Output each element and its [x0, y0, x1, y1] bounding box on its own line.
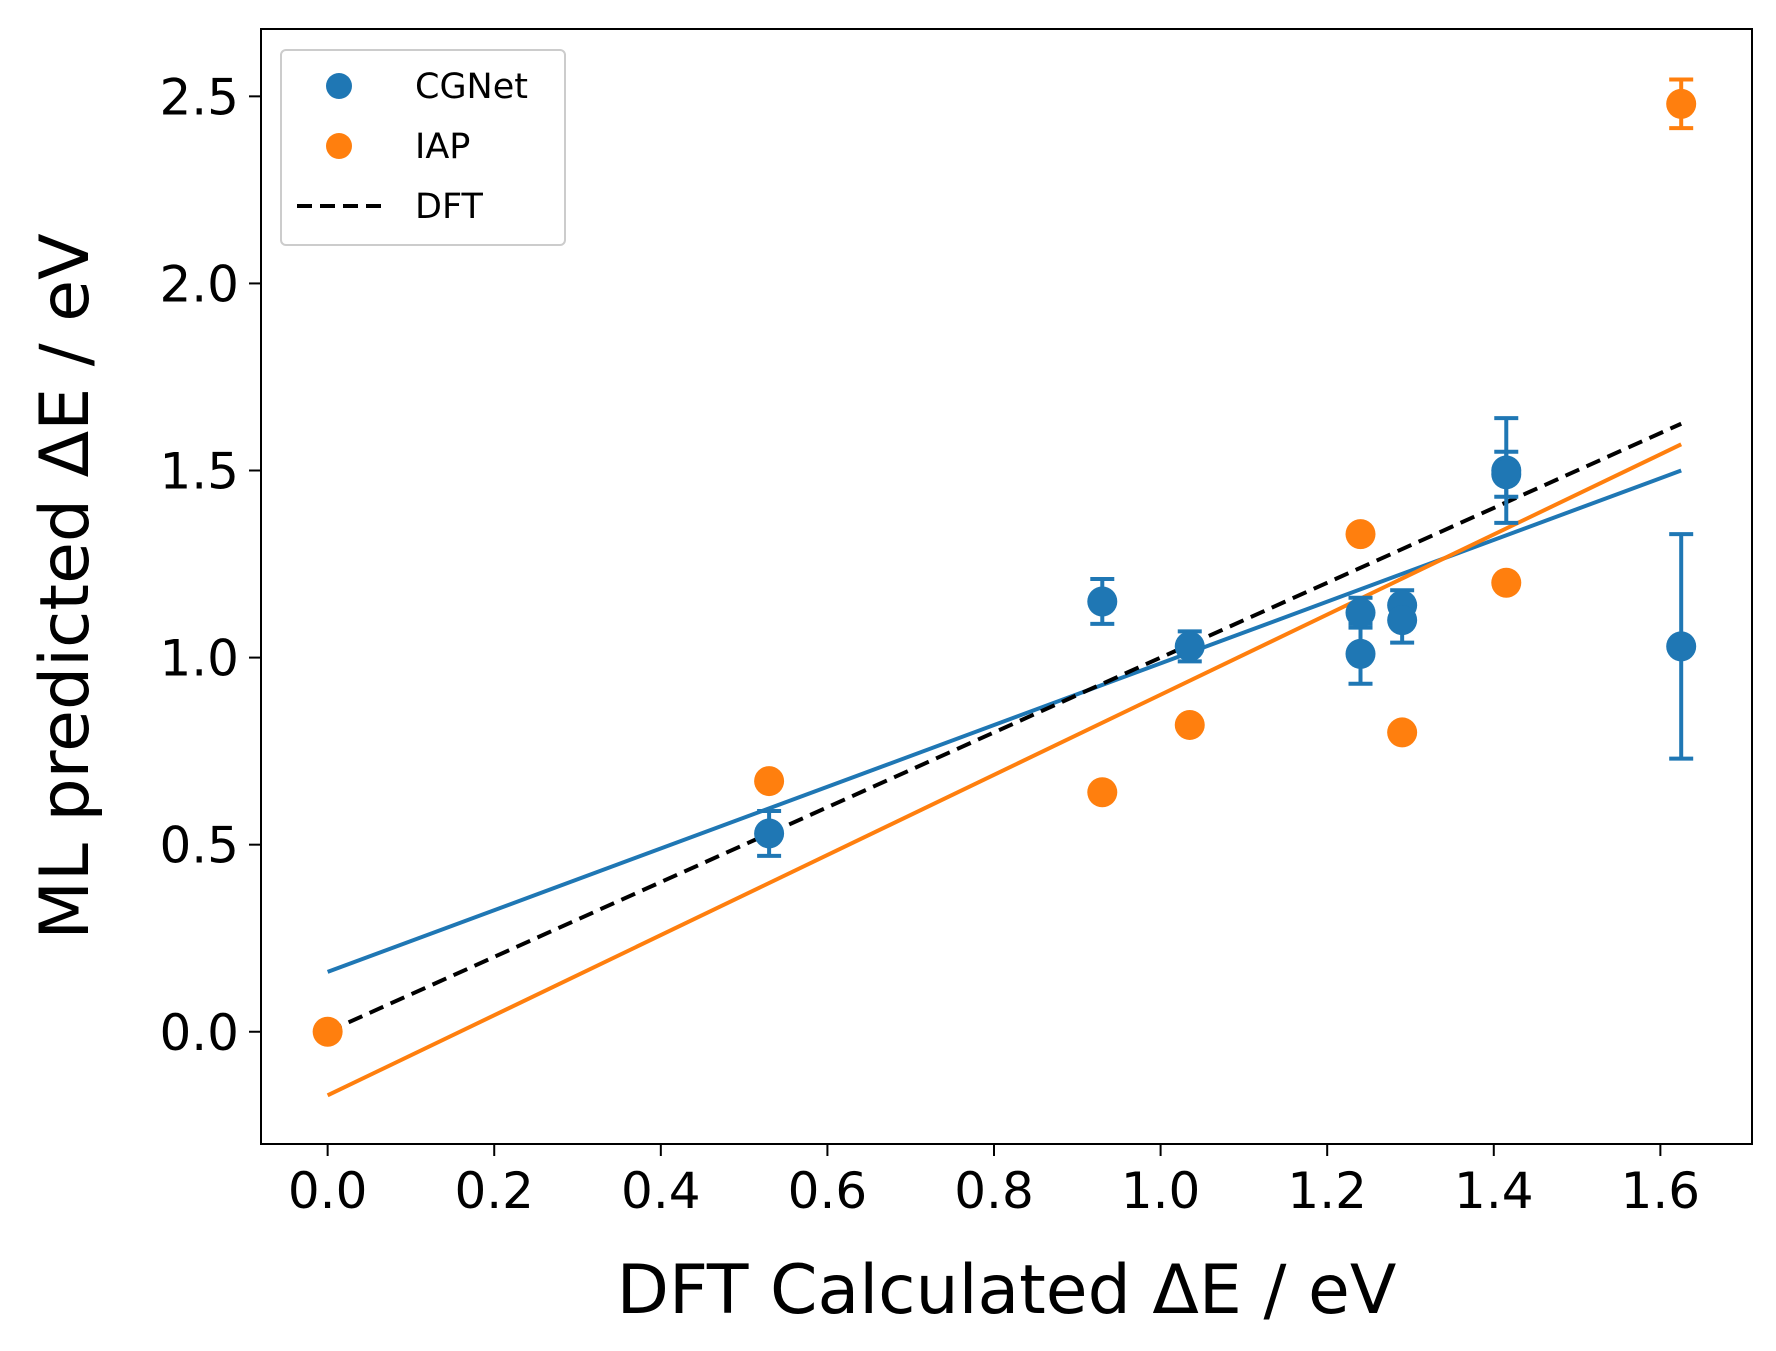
data-point-cgnet [1387, 605, 1418, 636]
x-axis-ticks: 0.0 0.2 0.4 0.6 0.8 1.0 1.2 1.4 1.6 [288, 1144, 1700, 1220]
y-tick-label: 1.0 [159, 630, 239, 688]
data-point-cgnet [1087, 586, 1118, 617]
data-point-cgnet [1345, 597, 1376, 628]
y-tick-label: 0.5 [159, 817, 239, 875]
legend-label-dft: DFT [415, 187, 483, 227]
legend-label-cgnet: CGNet [415, 67, 528, 107]
x-tick-label: 1.0 [1121, 1162, 1201, 1220]
x-tick-label: 0.0 [288, 1162, 368, 1220]
y-axis-label: ML predicted ΔE / eV [26, 233, 105, 939]
legend-box [280, 49, 566, 246]
x-tick-label: 1.6 [1621, 1162, 1701, 1220]
x-tick-label: 0.8 [954, 1162, 1034, 1220]
fit-line-dft [326, 421, 1683, 1034]
data-point-iap [312, 1016, 343, 1047]
plot-area-frame [260, 28, 1753, 1145]
fit-lines [326, 421, 1683, 1098]
legend-marker-iap [326, 133, 352, 159]
data-point-iap [1174, 709, 1205, 740]
x-tick-label: 0.4 [621, 1162, 701, 1220]
legend-label-iap: IAP [415, 127, 470, 167]
x-tick-label: 0.6 [788, 1162, 868, 1220]
data-point-cgnet [754, 818, 785, 849]
legend-marker-cgnet [326, 73, 352, 99]
legend: CGNet IAP DFT [280, 49, 566, 246]
y-tick-label: 0.0 [159, 1004, 239, 1062]
x-axis-label: DFT Calculated ΔE / eV [617, 1251, 1397, 1330]
data-points [312, 88, 1697, 1047]
data-point-cgnet [1491, 459, 1522, 490]
data-point-iap [1345, 519, 1376, 550]
x-tick-label: 0.2 [454, 1162, 534, 1220]
y-tick-label: 1.5 [159, 443, 239, 501]
data-point-cgnet [1666, 631, 1697, 662]
data-point-iap [754, 766, 785, 797]
data-point-cgnet [1345, 638, 1376, 669]
x-tick-label: 1.4 [1454, 1162, 1534, 1220]
x-tick-label: 1.2 [1287, 1162, 1367, 1220]
fit-line-iap [326, 442, 1683, 1098]
y-axis-ticks: 0.0 0.5 1.0 1.5 2.0 2.5 [159, 68, 261, 1062]
y-tick-label: 2.5 [159, 68, 239, 126]
data-point-iap [1387, 717, 1418, 748]
y-tick-label: 2.0 [159, 255, 239, 313]
data-point-iap [1666, 88, 1697, 119]
data-point-iap [1087, 777, 1118, 808]
data-point-cgnet [1174, 631, 1205, 662]
data-point-iap [1491, 567, 1522, 598]
